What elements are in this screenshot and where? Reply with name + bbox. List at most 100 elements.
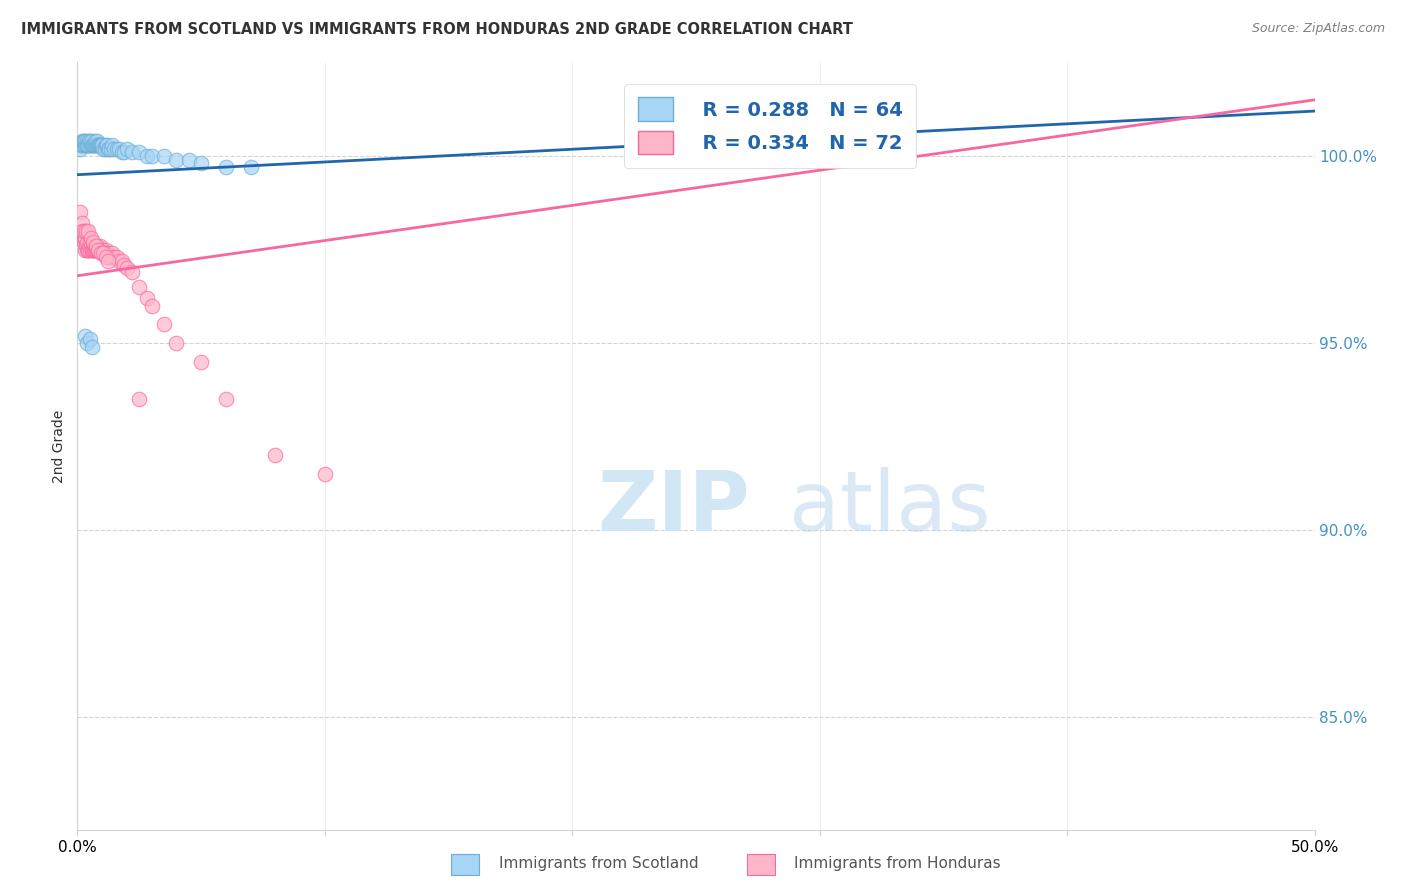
Point — [89, 243, 111, 257]
Point — [82, 137, 104, 152]
Point — [79, 134, 101, 148]
Point — [91, 243, 114, 257]
Point — [72, 137, 94, 152]
Point — [83, 243, 105, 257]
Point — [82, 239, 104, 253]
Point — [190, 156, 212, 170]
Point — [87, 137, 110, 152]
Point — [72, 224, 94, 238]
Point — [79, 235, 101, 249]
Point — [83, 137, 105, 152]
Point — [80, 137, 103, 152]
Point — [128, 392, 150, 407]
Point — [76, 134, 98, 148]
Point — [72, 137, 94, 152]
Point — [91, 137, 114, 152]
Point — [101, 246, 124, 260]
Point — [115, 141, 138, 155]
Point — [94, 250, 117, 264]
Point — [98, 250, 121, 264]
Point — [75, 224, 97, 238]
Point — [87, 243, 110, 257]
Legend:   R = 0.288   N = 64,   R = 0.334   N = 72: R = 0.288 N = 64, R = 0.334 N = 72 — [624, 84, 917, 168]
Point — [90, 243, 112, 257]
Point — [89, 239, 111, 253]
Point — [314, 467, 336, 481]
Point — [111, 145, 134, 160]
Point — [73, 243, 96, 257]
Point — [72, 134, 94, 148]
Point — [165, 336, 187, 351]
Y-axis label: 2nd Grade: 2nd Grade — [52, 409, 66, 483]
Point — [82, 137, 104, 152]
Point — [108, 253, 131, 268]
Point — [72, 235, 94, 249]
Point — [86, 243, 108, 257]
Point — [77, 239, 100, 253]
Point — [83, 243, 105, 257]
Point — [264, 448, 287, 462]
Point — [76, 243, 98, 257]
Text: Source: ZipAtlas.com: Source: ZipAtlas.com — [1251, 22, 1385, 36]
Point — [82, 134, 104, 148]
Point — [70, 134, 93, 148]
Point — [73, 328, 96, 343]
Point — [103, 141, 125, 155]
Point — [101, 137, 124, 152]
Point — [75, 231, 97, 245]
Point — [177, 153, 200, 167]
Point — [103, 250, 125, 264]
Point — [121, 265, 143, 279]
Point — [76, 243, 98, 257]
Point — [75, 239, 97, 253]
Point — [79, 332, 101, 346]
Point — [165, 153, 187, 167]
Point — [76, 336, 98, 351]
Point — [97, 253, 120, 268]
Point — [79, 243, 101, 257]
Point — [97, 141, 120, 155]
Point — [70, 216, 93, 230]
Point — [87, 243, 110, 257]
Point — [76, 137, 98, 152]
Point — [97, 246, 120, 260]
Point — [75, 137, 97, 152]
Point — [86, 137, 108, 152]
Point — [84, 239, 107, 253]
Point — [80, 231, 103, 245]
Point — [115, 261, 138, 276]
Point — [69, 205, 91, 219]
Point — [135, 149, 157, 163]
Point — [108, 141, 131, 155]
Point — [215, 160, 238, 174]
Point — [93, 141, 115, 155]
Point — [82, 243, 104, 257]
Text: IMMIGRANTS FROM SCOTLAND VS IMMIGRANTS FROM HONDURAS 2ND GRADE CORRELATION CHART: IMMIGRANTS FROM SCOTLAND VS IMMIGRANTS F… — [21, 22, 853, 37]
Point — [86, 134, 108, 148]
Point — [94, 243, 117, 257]
Point — [153, 318, 176, 332]
Point — [84, 239, 107, 253]
Point — [90, 137, 112, 152]
Point — [73, 134, 96, 148]
Point — [91, 243, 114, 257]
Point — [87, 243, 110, 257]
Point — [190, 355, 212, 369]
Point — [86, 243, 108, 257]
Point — [100, 250, 122, 264]
Point — [77, 224, 100, 238]
Text: ZIP: ZIP — [598, 467, 749, 548]
Point — [80, 239, 103, 253]
Point — [84, 134, 107, 148]
Point — [82, 243, 104, 257]
Point — [96, 137, 118, 152]
Point — [94, 137, 117, 152]
Point — [86, 137, 108, 152]
Point — [89, 137, 111, 152]
Text: Immigrants from Honduras: Immigrants from Honduras — [794, 856, 1001, 871]
Point — [111, 253, 134, 268]
Point — [76, 235, 98, 249]
Point — [90, 137, 112, 152]
Point — [105, 250, 128, 264]
Point — [77, 134, 100, 148]
